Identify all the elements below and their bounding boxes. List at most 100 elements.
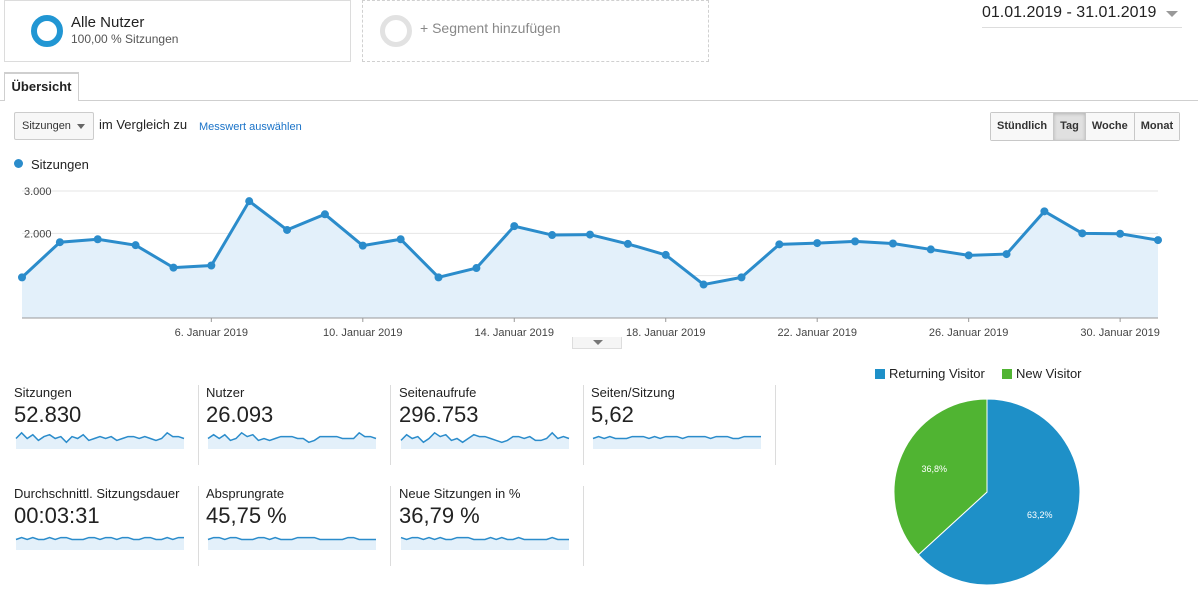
granularity-month-button[interactable]: Monat [1134, 113, 1180, 140]
data-point[interactable] [320, 210, 329, 219]
sparkline-line [400, 536, 569, 541]
segment-ring-icon [31, 15, 63, 47]
metric-sparkline [400, 536, 569, 550]
segment-all-users[interactable]: Alle Nutzer 100,00 % Sitzungen [4, 0, 351, 62]
pie-legend-new[interactable]: New Visitor [1002, 366, 1082, 381]
data-point[interactable] [55, 238, 64, 247]
sparkline-line [592, 435, 761, 440]
pie-slice[interactable] [893, 398, 988, 556]
data-point[interactable] [548, 231, 557, 240]
select-metric-link[interactable]: Messwert auswählen [199, 121, 302, 133]
metric-sparkline [15, 536, 184, 550]
chevron-down-icon [77, 124, 85, 129]
sparkline-line [400, 431, 570, 444]
add-segment-button[interactable]: + Segment hinzufügen [362, 0, 709, 62]
data-point[interactable] [434, 273, 443, 282]
metric-label: Seiten/Sitzung [591, 385, 675, 400]
metric-sparkline [15, 431, 185, 449]
metric-tile[interactable]: Sitzungen 52.830 [14, 385, 199, 465]
metric-label: Sitzungen [14, 385, 72, 400]
data-point[interactable] [813, 239, 822, 248]
date-range-label: 01.01.2019 - 31.01.2019 [982, 4, 1157, 21]
tab-overview[interactable]: Übersicht [4, 72, 79, 101]
pie-slice[interactable] [917, 398, 1081, 586]
pie-legend-label: New Visitor [1016, 366, 1082, 381]
sparkline-area [401, 432, 569, 449]
data-point[interactable] [358, 241, 367, 250]
x-tick-label: 22. Januar 2019 [777, 327, 857, 339]
pie-slice-label: 36,8% [921, 464, 947, 474]
chevron-down-icon [593, 340, 603, 345]
metric-sparkline [207, 536, 376, 550]
data-point[interactable] [1002, 250, 1011, 259]
metric-value: 45,75 % [206, 503, 287, 528]
pie-slice-label: 63,2% [1027, 510, 1053, 520]
data-point[interactable] [775, 240, 784, 249]
x-tick-label: 26. Januar 2019 [929, 327, 1009, 339]
metric-tile[interactable]: Nutzer 26.093 [206, 385, 391, 465]
x-tick-label: 14. Januar 2019 [475, 327, 555, 339]
y-tick-label: 3.000 [24, 186, 52, 198]
data-point[interactable] [131, 241, 140, 250]
data-point[interactable] [169, 263, 178, 272]
data-point[interactable] [661, 250, 670, 259]
add-segment-label: + Segment hinzufügen [420, 20, 561, 36]
data-point[interactable] [18, 273, 26, 282]
date-range-picker[interactable]: 01.01.2019 - 31.01.2019 [982, 4, 1182, 28]
data-point[interactable] [926, 245, 935, 254]
metric-sparkline [207, 431, 377, 449]
legend-label: Sitzungen [31, 157, 89, 172]
data-point[interactable] [1078, 229, 1087, 238]
granularity-week-button[interactable]: Woche [1085, 113, 1135, 140]
metric-tile[interactable]: Neue Sitzungen in % 36,79 % [399, 486, 584, 566]
sparkline-area [208, 432, 376, 449]
data-point[interactable] [851, 237, 860, 246]
collapse-chart-toggle[interactable] [572, 337, 622, 349]
metric-tile[interactable]: Seitenaufrufe 296.753 [399, 385, 584, 465]
tab-divider [0, 100, 1198, 101]
segment-subtitle: 100,00 % Sitzungen [71, 32, 179, 46]
data-point[interactable] [964, 251, 973, 260]
metric-value: 5,62 [591, 402, 634, 427]
metric-label: Absprungrate [206, 486, 285, 501]
metric-label: Durchschnittl. Sitzungsdauer [14, 486, 180, 501]
x-tick-label: 10. Januar 2019 [323, 327, 403, 339]
segment-title: Alle Nutzer [71, 14, 145, 31]
pie-legend-label: Returning Visitor [889, 366, 985, 381]
legend-marker [14, 159, 23, 168]
x-tick-label: 30. Januar 2019 [1080, 327, 1160, 339]
sparkline-area [208, 537, 376, 550]
data-point[interactable] [888, 239, 897, 248]
data-point[interactable] [396, 235, 405, 244]
sparkline-area [593, 436, 761, 449]
metric-value: 52.830 [14, 402, 82, 427]
data-point[interactable] [472, 264, 481, 273]
sparkline-line [207, 536, 376, 541]
data-point[interactable] [1116, 229, 1125, 238]
metric-label: Nutzer [206, 385, 245, 400]
pie-legend-returning[interactable]: Returning Visitor [875, 366, 985, 381]
metric-tile[interactable]: Durchschnittl. Sitzungsdauer 00:03:31 [14, 486, 199, 566]
metric-tile[interactable]: Seiten/Sitzung 5,62 [591, 385, 776, 465]
data-point[interactable] [623, 239, 632, 248]
data-point[interactable] [510, 222, 519, 231]
data-point[interactable] [1040, 207, 1049, 216]
data-point[interactable] [1154, 236, 1162, 245]
data-point[interactable] [737, 273, 746, 282]
x-tick-label: 6. Januar 2019 [175, 327, 248, 339]
data-point[interactable] [699, 280, 708, 289]
sparkline-line [207, 431, 377, 444]
data-point[interactable] [586, 230, 594, 239]
granularity-hourly-button[interactable]: Stündlich [991, 113, 1055, 140]
data-point[interactable] [207, 261, 216, 270]
metric-label: Neue Sitzungen in % [399, 486, 521, 501]
granularity-day-button[interactable]: Tag [1054, 113, 1086, 140]
data-point[interactable] [245, 197, 254, 206]
metric-tile[interactable]: Absprungrate 45,75 % [206, 486, 391, 566]
metric-select[interactable]: Sitzungen [14, 112, 94, 140]
x-tick-label: 18. Januar 2019 [626, 327, 706, 339]
data-point[interactable] [283, 225, 292, 234]
metric-value: 296.753 [399, 402, 479, 427]
data-point[interactable] [93, 235, 102, 244]
chevron-down-icon [1166, 11, 1178, 17]
